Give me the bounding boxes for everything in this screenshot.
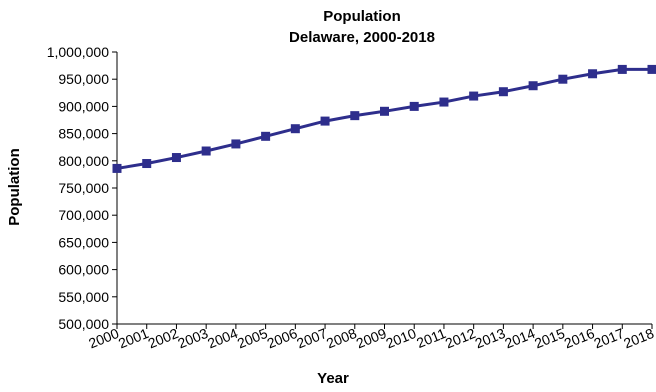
y-tick-label: 550,000 bbox=[58, 289, 109, 305]
y-tick-label: 800,000 bbox=[58, 153, 109, 169]
data-point-marker bbox=[290, 124, 300, 134]
x-axis-ticks: 2000200120022003200420052006200720082009… bbox=[86, 324, 656, 351]
y-tick-label: 900,000 bbox=[58, 98, 109, 114]
data-point-marker bbox=[142, 159, 152, 169]
y-axis-title: Population bbox=[6, 148, 23, 226]
y-tick-label: 650,000 bbox=[58, 234, 109, 250]
series-line bbox=[116, 67, 652, 170]
data-point-marker bbox=[201, 146, 211, 156]
data-point-marker bbox=[469, 91, 479, 101]
x-tick-label: 2018 bbox=[621, 325, 656, 352]
y-tick-label: 600,000 bbox=[58, 262, 109, 278]
data-point-marker bbox=[380, 106, 389, 116]
y-tick-label: 500,000 bbox=[58, 316, 109, 332]
chart-title: Population bbox=[323, 8, 401, 25]
data-point-marker bbox=[112, 163, 122, 173]
data-point-marker bbox=[558, 74, 568, 84]
data-point-marker bbox=[409, 101, 419, 111]
y-tick-label: 850,000 bbox=[58, 126, 109, 142]
data-point-marker bbox=[617, 64, 627, 74]
data-point-marker bbox=[498, 87, 508, 97]
y-tick-label: 750,000 bbox=[58, 180, 109, 196]
data-point-marker bbox=[647, 64, 656, 74]
data-point-marker bbox=[528, 81, 538, 91]
data-point-marker bbox=[588, 69, 598, 79]
x-tick-label: 2010 bbox=[383, 325, 418, 352]
data-point-marker bbox=[320, 116, 330, 126]
y-tick-label: 1,000,000 bbox=[47, 44, 109, 60]
data-point-marker bbox=[171, 153, 181, 163]
data-point-marker bbox=[350, 111, 360, 121]
data-point-marker bbox=[439, 97, 449, 107]
chart-subtitle: Delaware, 2000-2018 bbox=[289, 29, 435, 46]
data-point-marker bbox=[261, 131, 271, 141]
y-tick-label: 700,000 bbox=[58, 207, 109, 223]
y-tick-label: 950,000 bbox=[58, 71, 109, 87]
x-axis-title: Year bbox=[317, 370, 349, 387]
y-axis-ticks: 500,000 550,000 600,000 650,000 700,000 750,0… bbox=[47, 44, 117, 332]
series-layer bbox=[112, 64, 656, 173]
data-point-marker bbox=[231, 139, 241, 149]
